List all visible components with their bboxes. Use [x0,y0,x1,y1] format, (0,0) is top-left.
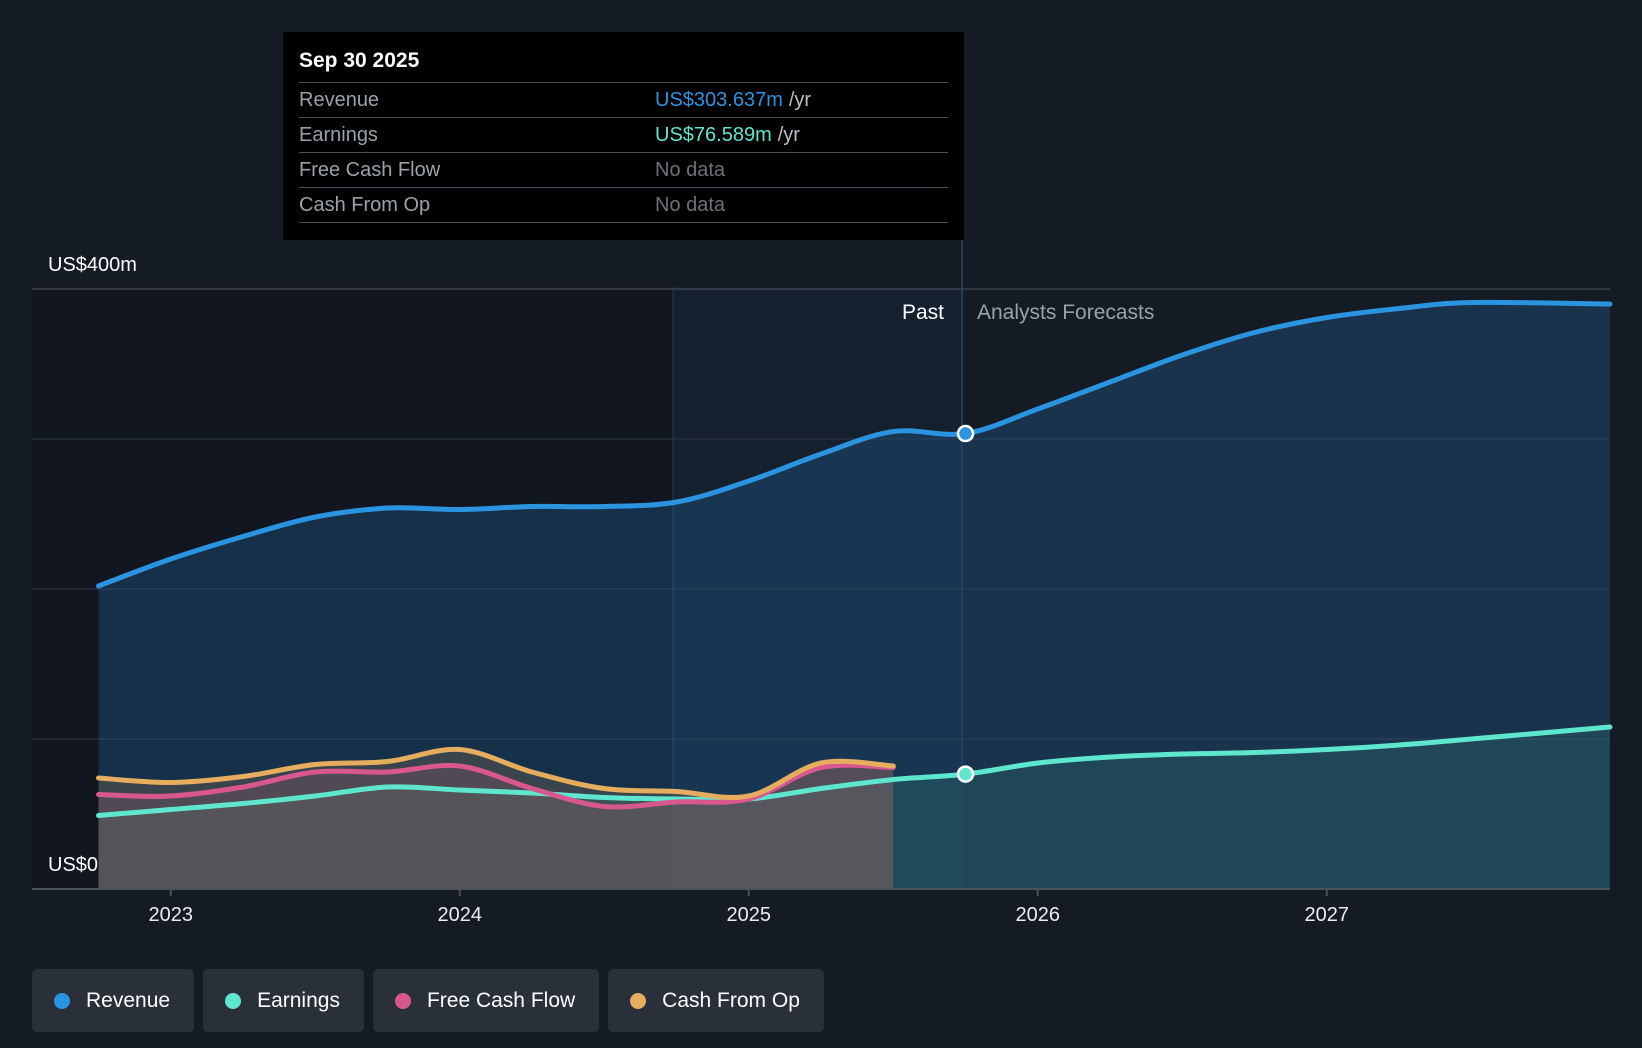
tooltip-row-free-cash-flow: Free Cash Flow No data [299,152,948,187]
revenue-marker [956,424,975,443]
revenue-area [98,302,1610,889]
forecast-label: Analysts Forecasts [977,301,1154,324]
legend-label: Revenue [86,988,171,1012]
legend-item-revenue[interactable]: Revenue [32,969,195,1032]
tooltip-row-value: US$76.589m [655,123,772,146]
x-tick-label: 2023 [148,904,193,926]
tooltip-row-label: Free Cash Flow [299,158,441,181]
legend-label: Cash From Op [662,988,800,1012]
legend-label: Earnings [257,988,340,1012]
earnings-line [96,724,1613,818]
tooltip-row-value: No data [655,193,726,216]
tooltip-row-value: No data [655,158,726,181]
legend-item-free-cash-flow[interactable]: Free Cash Flow [372,969,600,1032]
tooltip: Sep 30 2025 Revenue US$303.637m /yr Earn… [283,32,964,240]
tooltip-row-label: Earnings [299,123,378,146]
legend-item-cash-from-op[interactable]: Cash From Op [608,969,824,1032]
free-cash-flow-line [96,762,896,810]
tooltip-row-revenue: Revenue US$303.637m /yr [299,82,948,117]
cash-from-op-line [96,746,896,801]
past-label: Past [902,301,944,324]
tooltip-date: Sep 30 2025 [299,49,420,72]
x-tick-label: 2024 [437,904,482,926]
earnings-area [98,727,1610,889]
earnings-dot-icon [225,992,242,1009]
cash-from-op-area [98,749,894,889]
tooltip-row-cash-from-op: Cash From Op No data [299,187,948,223]
cash-from-op-dot-icon [630,992,647,1009]
earnings-marker [956,765,975,783]
x-tick-label: 2027 [1305,904,1350,926]
tooltip-row-label: Cash From Op [299,193,431,216]
tooltip-row-label: Revenue [299,88,380,111]
legend-item-earnings[interactable]: Earnings [203,969,364,1032]
y-axis-bottom-label: US$0 [48,854,98,876]
legend-label: Free Cash Flow [426,988,576,1012]
tooltip-row-value: US$303.637m [655,88,783,111]
y-axis-top-label: US$400m [48,254,137,276]
tooltip-row-unit: /yr [788,88,812,111]
x-tick-label: 2026 [1016,904,1061,926]
revenue-dot-icon [54,992,70,1009]
tooltip-row-unit: /yr [777,123,800,146]
revenue-line [96,299,1613,589]
legend: Revenue Earnings Free Cash Flow Cash Fro… [32,969,824,1032]
x-tick-label: 2025 [726,904,771,926]
free-cash-flow-dot-icon [394,992,411,1009]
tooltip-row-earnings: Earnings US$76.589m /yr [299,117,948,152]
